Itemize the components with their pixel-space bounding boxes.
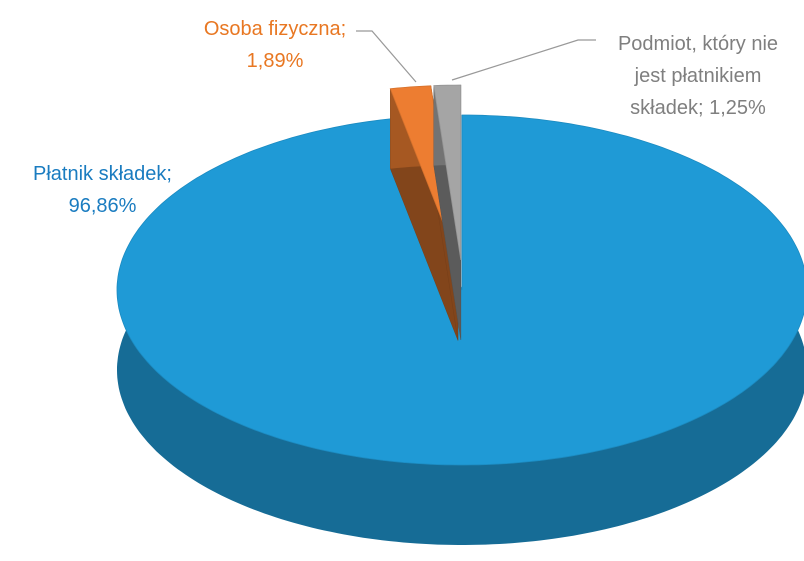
label-name: Podmiot, który nie jest płatnikiem skład… (617, 33, 779, 119)
label-name: Płatnik składek; (33, 163, 172, 185)
slice (389, 85, 459, 261)
data-label: Podmiot, który nie jest płatnikiem skład… (600, 28, 796, 124)
data-label: Osoba fizyczna; 1,89% (170, 13, 380, 77)
slice (433, 84, 462, 261)
label-value: 1,89% (246, 50, 304, 72)
data-label: Płatnik składek; 96,86% (10, 158, 195, 222)
pie (116, 84, 804, 545)
label-value: 96,86% (68, 195, 137, 217)
label-value: 1,25% (709, 97, 766, 119)
label-name: Osoba fizyczna; (203, 18, 347, 40)
leader-line (356, 30, 417, 83)
leader-line (451, 39, 596, 81)
